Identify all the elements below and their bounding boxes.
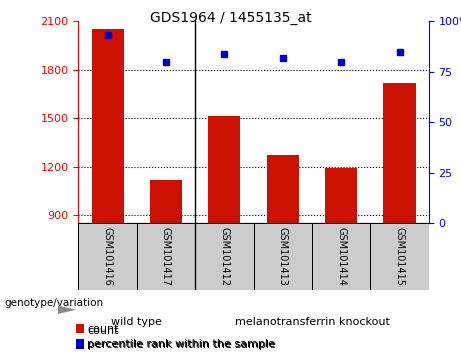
Text: percentile rank within the sample: percentile rank within the sample [88, 340, 276, 350]
Text: count: count [88, 326, 119, 336]
Bar [384, 82, 416, 223]
Text: GSM101412: GSM101412 [219, 227, 230, 286]
Text: GSM101413: GSM101413 [278, 227, 288, 286]
Polygon shape [58, 306, 76, 314]
Text: GSM101415: GSM101415 [395, 227, 405, 286]
Text: GDS1964 / 1455135_at: GDS1964 / 1455135_at [150, 11, 311, 25]
Bar [370, 223, 429, 290]
Bar [91, 29, 124, 223]
Text: melanotransferrin knockout: melanotransferrin knockout [235, 317, 390, 327]
Text: wild type: wild type [111, 317, 162, 327]
Bar [267, 155, 299, 223]
Bar [76, 339, 84, 349]
Text: GSM101414: GSM101414 [336, 227, 346, 286]
Bar [195, 223, 254, 290]
Bar [76, 324, 84, 333]
Text: count: count [87, 324, 118, 333]
Bar [254, 223, 312, 290]
Bar [208, 116, 241, 223]
Bar [150, 180, 182, 223]
Bar [137, 223, 195, 290]
Text: percentile rank within the sample: percentile rank within the sample [87, 339, 275, 349]
Bar [78, 223, 137, 290]
Text: genotype/variation: genotype/variation [5, 298, 104, 308]
Text: GSM101417: GSM101417 [161, 227, 171, 286]
Text: GSM101416: GSM101416 [102, 227, 112, 286]
Bar [325, 168, 357, 223]
Bar [312, 223, 370, 290]
